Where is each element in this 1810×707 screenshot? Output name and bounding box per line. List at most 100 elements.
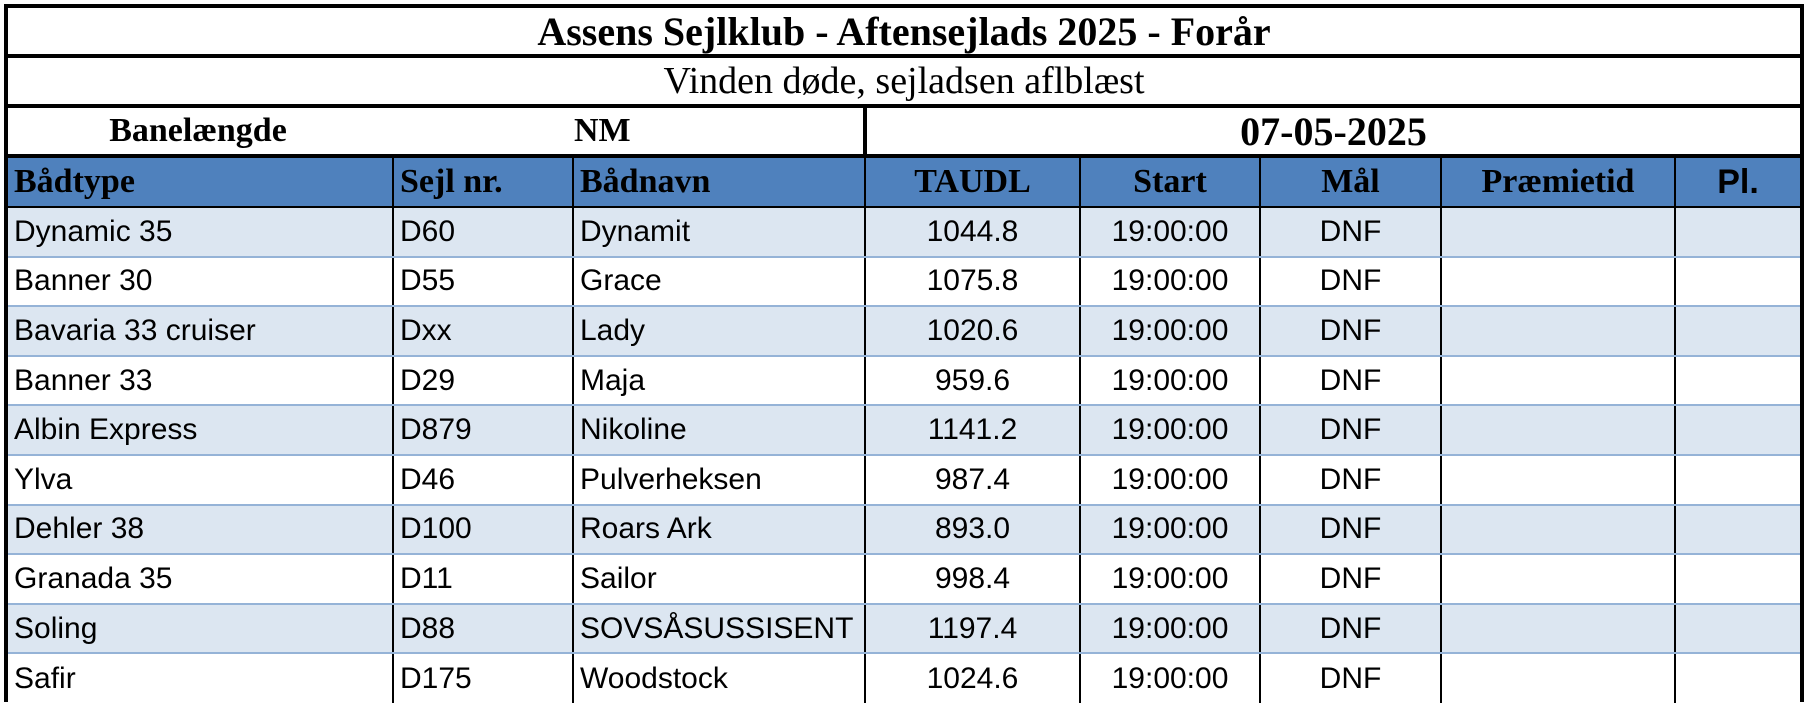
cell-place[interactable] <box>1675 207 1800 258</box>
cell-boat-name[interactable]: Nikoline <box>573 405 866 456</box>
cell-taudl[interactable]: 987.4 <box>865 454 1081 506</box>
cell-finish-time[interactable]: DNF <box>1260 256 1442 308</box>
table-row[interactable]: Bavaria 33 cruiser Dxx Lady 1020.6 19:00:00 D… <box>8 306 1800 357</box>
cell-sail-number[interactable]: D100 <box>393 504 574 556</box>
cell-corrected-time[interactable] <box>1441 355 1676 407</box>
cell-finish-time[interactable]: DNF <box>1260 554 1442 605</box>
cell-finish-time[interactable]: DNF <box>1260 504 1442 556</box>
cell-corrected-time[interactable] <box>1441 653 1676 703</box>
cell-taudl[interactable]: 1141.2 <box>865 405 1081 456</box>
cell-corrected-time[interactable] <box>1441 405 1676 456</box>
column-header-boat-name[interactable]: Bådnavn <box>573 158 866 208</box>
cell-boat-name[interactable]: Grace <box>573 256 866 308</box>
cell-boat-type[interactable]: Safir <box>8 653 394 703</box>
cell-finish-time[interactable]: DNF <box>1260 653 1442 703</box>
cell-start-time[interactable]: 19:00:00 <box>1080 554 1261 605</box>
cell-corrected-time[interactable] <box>1441 306 1676 357</box>
sheet-title: Assens Sejlklub - Aftensejlads 2025 - Fo… <box>8 8 1800 58</box>
cell-sail-number[interactable]: Dxx <box>393 306 574 357</box>
cell-place[interactable] <box>1675 355 1800 407</box>
cell-finish-time[interactable]: DNF <box>1260 207 1442 258</box>
cell-sail-number[interactable]: D175 <box>393 653 574 703</box>
column-header-taudl[interactable]: TAUDL <box>865 158 1081 208</box>
cell-sail-number[interactable]: D879 <box>393 405 574 456</box>
column-header-corrected-time[interactable]: Præmietid <box>1441 158 1676 208</box>
cell-boat-type[interactable]: Banner 30 <box>8 256 394 308</box>
cell-finish-time[interactable]: DNF <box>1260 306 1442 357</box>
cell-boat-name[interactable]: Maja <box>573 355 866 407</box>
cell-finish-time[interactable]: DNF <box>1260 603 1442 655</box>
cell-taudl[interactable]: 1024.6 <box>865 653 1081 703</box>
cell-place[interactable] <box>1675 653 1800 703</box>
column-header-boat-type[interactable]: Bådtype <box>8 158 394 208</box>
cell-corrected-time[interactable] <box>1441 603 1676 655</box>
cell-boat-type[interactable]: Albin Express <box>8 405 394 456</box>
table-row[interactable]: Albin Express D879 Nikoline 1141.2 19:00:00 D… <box>8 405 1800 456</box>
cell-place[interactable] <box>1675 454 1800 506</box>
cell-corrected-time[interactable] <box>1441 504 1676 556</box>
cell-sail-number[interactable]: D60 <box>393 207 574 258</box>
cell-corrected-time[interactable] <box>1441 554 1676 605</box>
cell-boat-name[interactable]: Dynamit <box>573 207 866 258</box>
cell-sail-number[interactable]: D55 <box>393 256 574 308</box>
cell-taudl[interactable]: 959.6 <box>865 355 1081 407</box>
table-row[interactable]: Banner 30 D55 Grace 1075.8 19:00:00 DNF <box>8 256 1800 308</box>
cell-boat-type[interactable]: Bavaria 33 cruiser <box>8 306 394 357</box>
cell-start-time[interactable]: 19:00:00 <box>1080 603 1261 655</box>
cell-corrected-time[interactable] <box>1441 207 1676 258</box>
column-header-finish[interactable]: Mål <box>1260 158 1442 208</box>
cell-taudl[interactable]: 1044.8 <box>865 207 1081 258</box>
cell-finish-time[interactable]: DNF <box>1260 355 1442 407</box>
cell-start-time[interactable]: 19:00:00 <box>1080 653 1261 703</box>
cell-taudl[interactable]: 1197.4 <box>865 603 1081 655</box>
cell-start-time[interactable]: 19:00:00 <box>1080 306 1261 357</box>
table-row[interactable]: Safir D175 Woodstock 1024.6 19:00:00 DNF <box>8 653 1800 703</box>
cell-sail-number[interactable]: D88 <box>393 603 574 655</box>
cell-boat-type[interactable]: Banner 33 <box>8 355 394 407</box>
cell-boat-type[interactable]: Soling <box>8 603 394 655</box>
table-row[interactable]: Soling D88 SOVSÅSUSSISENT 1197.4 19:00:00 DNF <box>8 603 1800 655</box>
table-row[interactable]: Dynamic 35 D60 Dynamit 1044.8 19:00:00 DNF <box>8 207 1800 258</box>
cell-corrected-time[interactable] <box>1441 454 1676 506</box>
cell-boat-name[interactable]: SOVSÅSUSSISENT <box>573 603 866 655</box>
column-header-sail-number[interactable]: Sejl nr. <box>393 158 574 208</box>
cell-sail-number[interactable]: D46 <box>393 454 574 506</box>
cell-place[interactable] <box>1675 504 1800 556</box>
table-row[interactable]: Granada 35 D11 Sailor 998.4 19:00:00 DNF <box>8 554 1800 605</box>
cell-sail-number[interactable]: D29 <box>393 355 574 407</box>
cell-place[interactable] <box>1675 554 1800 605</box>
table-row[interactable]: Ylva D46 Pulverheksen 987.4 19:00:00 DNF <box>8 454 1800 506</box>
cell-place[interactable] <box>1675 603 1800 655</box>
cell-place[interactable] <box>1675 405 1800 456</box>
cell-corrected-time[interactable] <box>1441 256 1676 308</box>
cell-start-time[interactable]: 19:00:00 <box>1080 355 1261 407</box>
cell-boat-type[interactable]: Ylva <box>8 454 394 506</box>
cell-start-time[interactable]: 19:00:00 <box>1080 256 1261 308</box>
cell-taudl[interactable]: 1075.8 <box>865 256 1081 308</box>
cell-boat-name[interactable]: Sailor <box>573 554 866 605</box>
cell-place[interactable] <box>1675 306 1800 357</box>
table-row[interactable]: Banner 33 D29 Maja 959.6 19:00:00 DNF <box>8 355 1800 407</box>
cell-taudl[interactable]: 998.4 <box>865 554 1081 605</box>
cell-boat-type[interactable]: Granada 35 <box>8 554 394 605</box>
column-header-start[interactable]: Start <box>1080 158 1261 208</box>
cell-start-time[interactable]: 19:00:00 <box>1080 454 1261 506</box>
cell-finish-time[interactable]: DNF <box>1260 454 1442 506</box>
column-header-place[interactable]: Pl. <box>1675 158 1800 208</box>
cell-boat-name[interactable]: Pulverheksen <box>573 454 866 506</box>
cell-start-time[interactable]: 19:00:00 <box>1080 207 1261 258</box>
cell-boat-name[interactable]: Lady <box>573 306 866 357</box>
cell-taudl[interactable]: 1020.6 <box>865 306 1081 357</box>
cell-boat-name[interactable]: Woodstock <box>573 653 866 703</box>
cell-place[interactable] <box>1675 256 1800 308</box>
cell-start-time[interactable]: 19:00:00 <box>1080 405 1261 456</box>
cell-sail-number[interactable]: D11 <box>393 554 574 605</box>
cell-taudl[interactable]: 893.0 <box>865 504 1081 556</box>
cell-start-time[interactable]: 19:00:00 <box>1080 504 1261 556</box>
cell-boat-type[interactable]: Dynamic 35 <box>8 207 394 258</box>
cell-boat-name[interactable]: Roars Ark <box>573 504 866 556</box>
table-row[interactable]: Dehler 38 D100 Roars Ark 893.0 19:00:00 DNF <box>8 504 1800 556</box>
results-body: Dynamic 35 D60 Dynamit 1044.8 19:00:00 DNF Ban… <box>8 207 1800 703</box>
cell-finish-time[interactable]: DNF <box>1260 405 1442 456</box>
cell-boat-type[interactable]: Dehler 38 <box>8 504 394 556</box>
